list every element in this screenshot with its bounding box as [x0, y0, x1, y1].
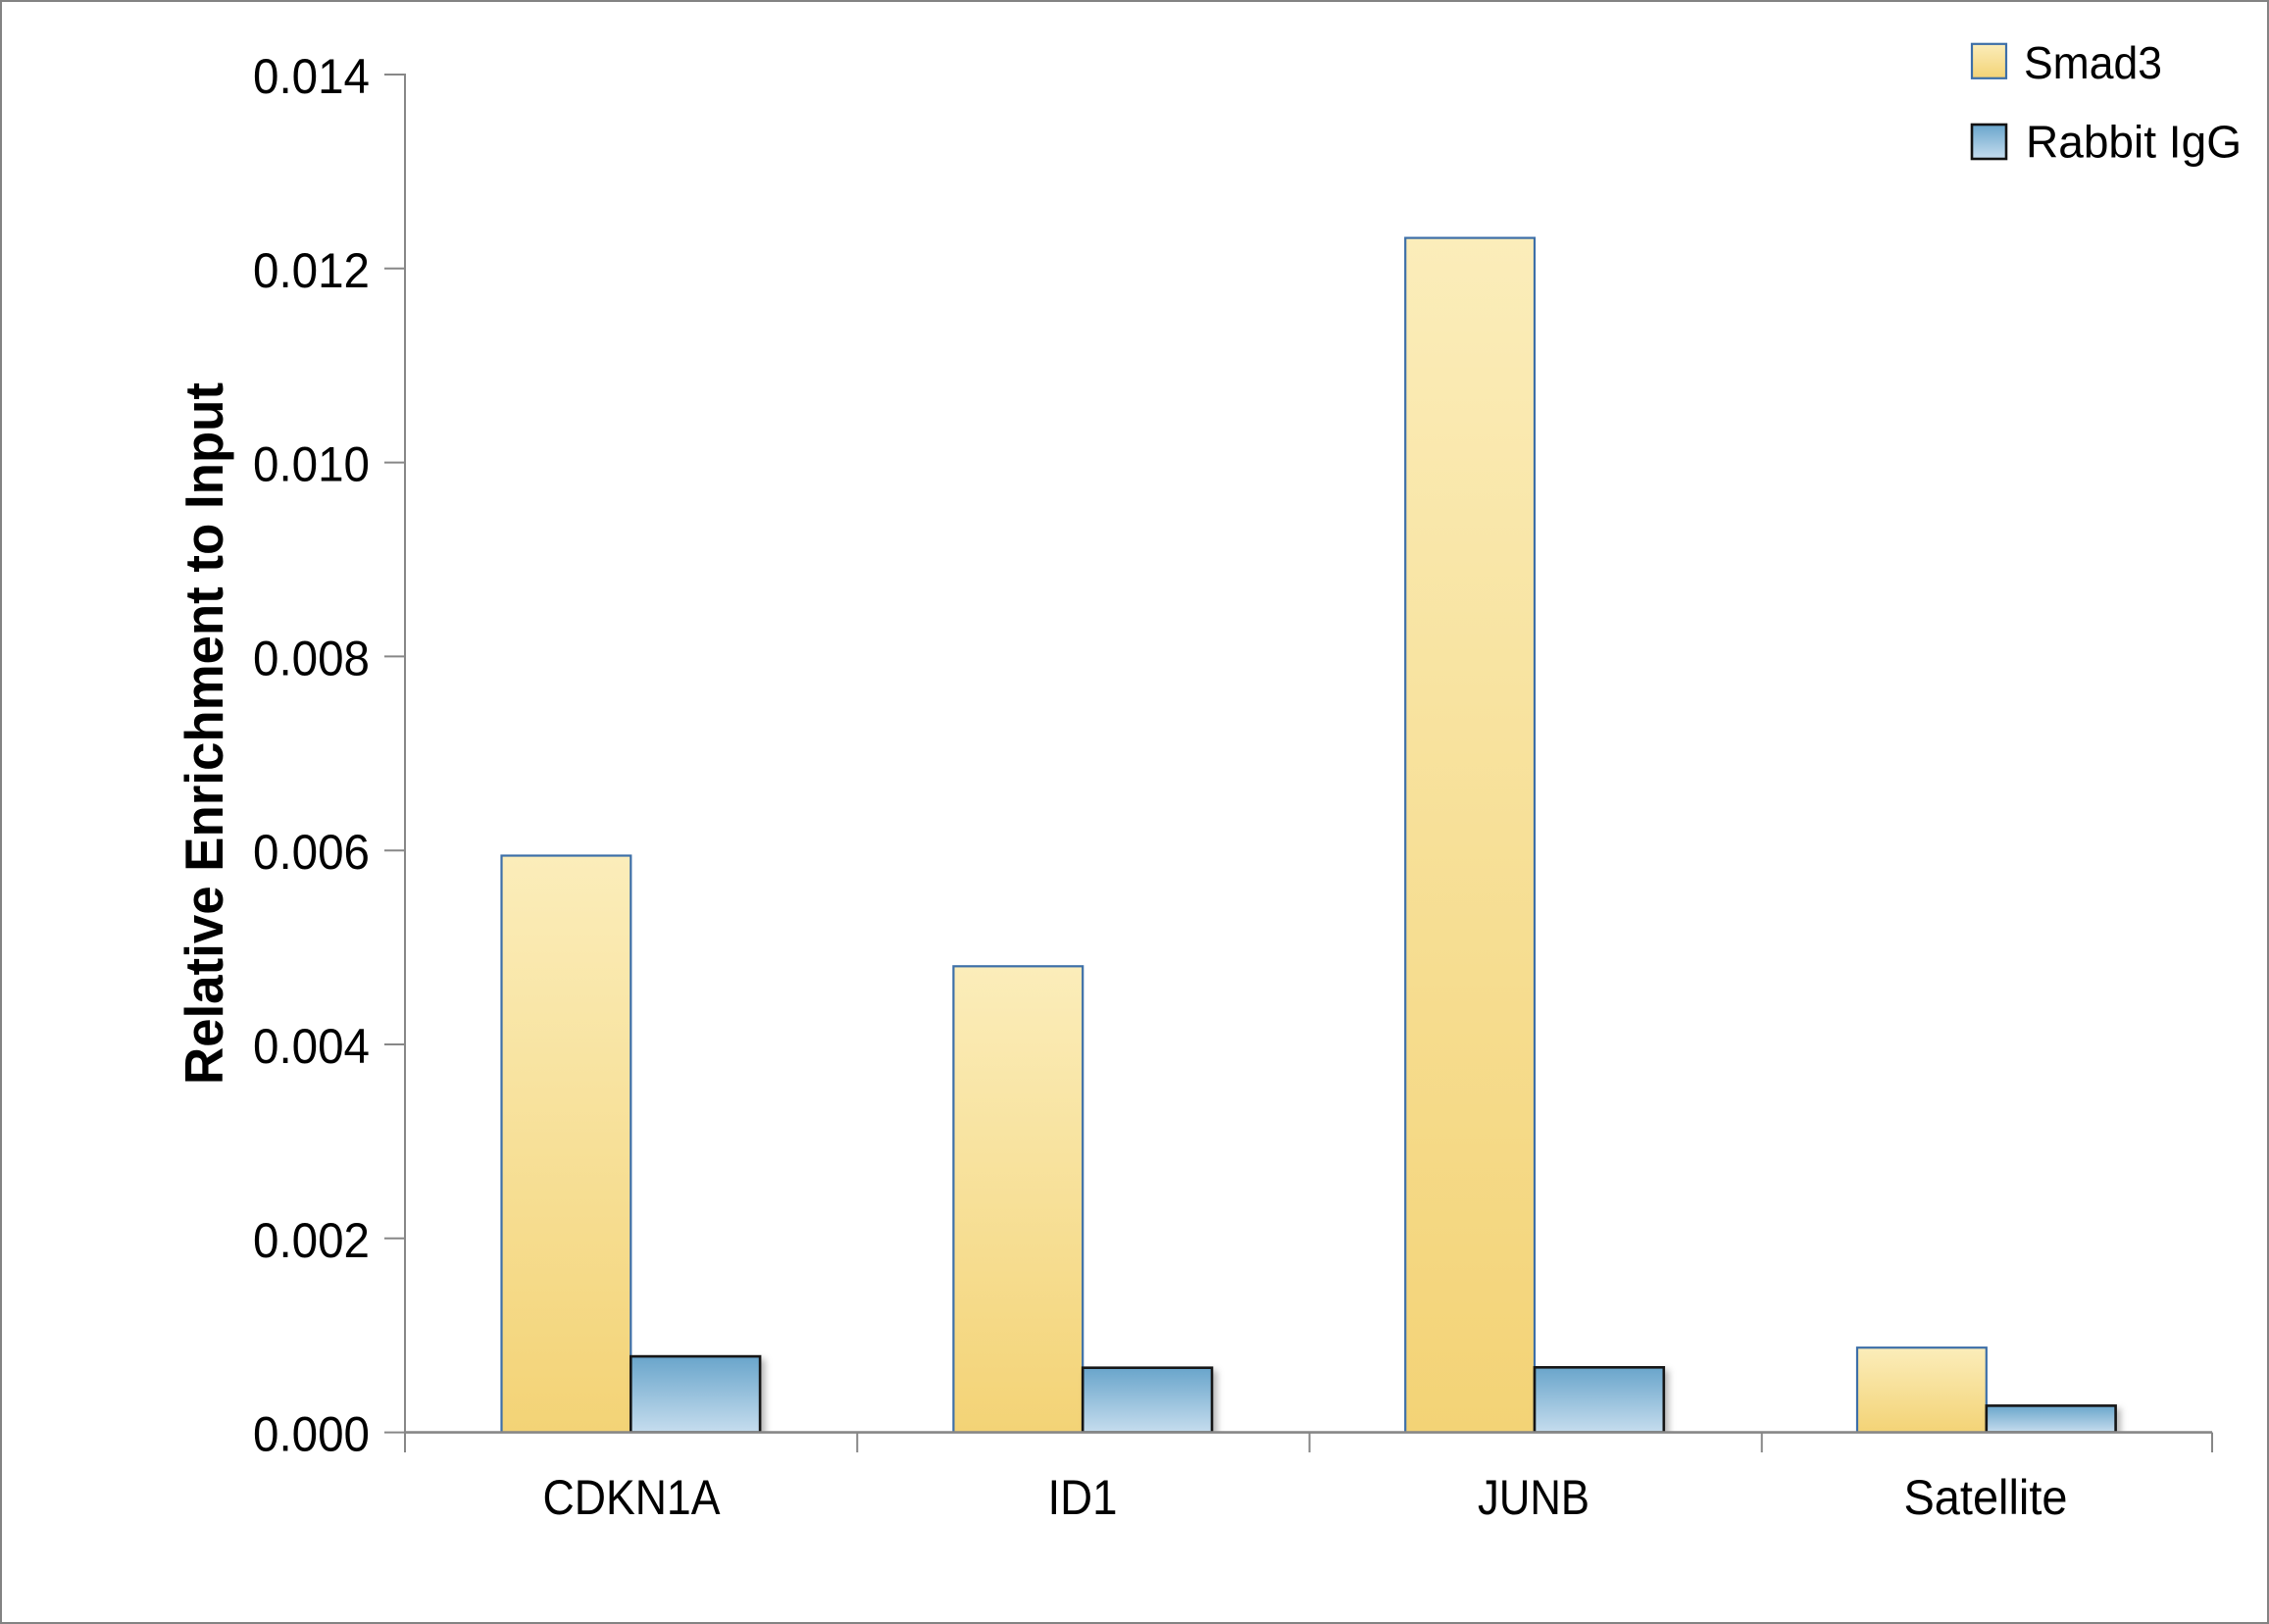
svg-text:ID1: ID1 [1048, 1470, 1118, 1525]
svg-text:0.006: 0.006 [253, 825, 370, 880]
svg-text:Smad3: Smad3 [2024, 37, 2162, 88]
svg-text:Relative Enrichment to Input: Relative Enrichment to Input [174, 382, 234, 1085]
svg-text:0.004: 0.004 [253, 1019, 370, 1074]
svg-text:0.010: 0.010 [253, 437, 370, 492]
svg-text:Rabbit IgG: Rabbit IgG [2026, 117, 2242, 168]
svg-text:0.000: 0.000 [253, 1407, 370, 1462]
svg-text:0.008: 0.008 [253, 631, 370, 685]
svg-text:Satellite: Satellite [1904, 1470, 2068, 1525]
svg-text:CDKN1A: CDKN1A [543, 1470, 722, 1525]
svg-text:JUNB: JUNB [1478, 1470, 1589, 1525]
svg-text:0.002: 0.002 [253, 1213, 370, 1268]
svg-text:0.012: 0.012 [253, 243, 370, 298]
svg-text:0.014: 0.014 [253, 49, 370, 104]
